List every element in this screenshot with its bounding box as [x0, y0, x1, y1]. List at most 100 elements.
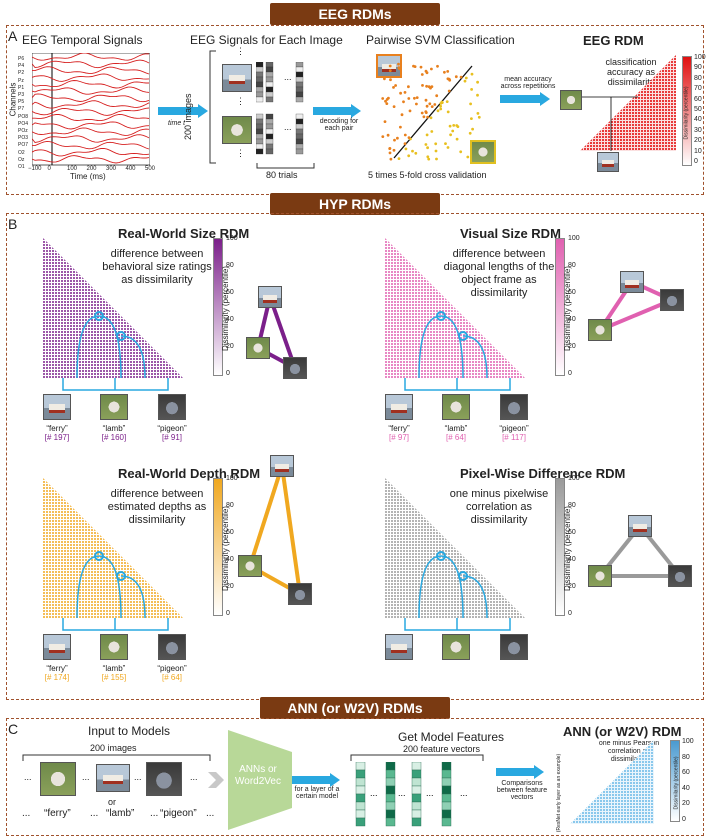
feature-cell: [411, 817, 422, 827]
feature-cell: [385, 801, 396, 811]
colorbar-tick: 0: [226, 610, 230, 617]
colorbar-tick: 10: [694, 147, 702, 155]
graph-node-1-lamb: [588, 319, 612, 341]
time-tick: 400: [125, 166, 136, 172]
svm-point: [448, 78, 452, 82]
time-tick: 500: [145, 166, 156, 172]
svm-point: [393, 138, 396, 142]
svm-point: [430, 130, 434, 133]
rdm-thumb-1-ferry: [385, 394, 413, 420]
rdm-title-0: Real-World Size RDM: [118, 226, 250, 241]
rdm-item-idx-2-2: [# 64]: [161, 673, 182, 682]
svm-point: [439, 107, 443, 111]
c-ferry-image: [96, 764, 130, 792]
svm-point: [477, 115, 481, 119]
input-title: Input to Models: [88, 724, 171, 738]
trial-cell: [295, 148, 304, 155]
colorbar-tick: 100: [682, 738, 694, 745]
svm-point: [388, 69, 392, 72]
svm-point: [468, 131, 472, 135]
feature-cell: [355, 762, 366, 771]
graph-edge: [268, 296, 297, 369]
eeg-rdm-triangle: [580, 55, 676, 151]
rdm-desc-0: difference between behavioral size ratin…: [102, 248, 212, 286]
rdm-item-idx-0-2: [# 91]: [161, 433, 182, 442]
svm-point: [424, 98, 428, 102]
svm-point: [386, 133, 390, 137]
svm-point: [440, 100, 444, 104]
c-word-ellipsis-3: ...: [150, 808, 159, 819]
svm-point: [424, 69, 428, 73]
colorbar-tick: 20: [226, 583, 234, 590]
mean-label: mean accuracy across repetitions: [500, 76, 556, 90]
rdm-triangle-2: [43, 478, 183, 631]
trial-strips: [256, 62, 304, 155]
colorbar-tick: 40: [694, 116, 702, 124]
svm-point: [471, 127, 474, 131]
svm-point: [413, 65, 417, 68]
colorbar-tick: 40: [568, 556, 576, 563]
svm-point: [452, 124, 456, 127]
svm-point: [388, 147, 392, 150]
feature-cell: [385, 793, 396, 803]
colorbar-tick: 0: [226, 370, 230, 377]
svm-point: [455, 124, 459, 127]
ellipsis-bottom: ⋮: [236, 148, 245, 158]
compare-label: Comparisons between feature vectors: [496, 780, 548, 801]
rdm-item-name-2-0: “ferry”: [46, 664, 68, 673]
features-count: 200 feature vectors: [403, 744, 481, 754]
c-ellipsis-1: ...: [24, 772, 32, 782]
svm-point: [446, 70, 450, 73]
ferry-image: [222, 64, 252, 92]
ann-rdm-title: ANN (or W2V) RDM: [563, 724, 682, 739]
c-word-ellipsis: ...: [22, 808, 31, 819]
svm-point: [385, 102, 389, 105]
rdm-triangle-1: [385, 238, 525, 391]
svm-point: [392, 86, 395, 89]
svm-point: [399, 125, 402, 129]
svm-point: [414, 151, 418, 155]
svm-point: [476, 93, 479, 97]
colorbar-tick: 100: [226, 475, 238, 482]
features-bracket: [350, 754, 484, 761]
eeg-temporal-title: EEG Temporal Signals: [22, 33, 143, 47]
layer-arrow: [292, 773, 340, 787]
svm-point: [470, 72, 474, 76]
svm-title: Pairwise SVM Classification: [366, 33, 515, 47]
ellipsis-top: ⋮: [236, 46, 245, 56]
eeg-trace: [32, 59, 150, 69]
svm-point: [425, 104, 429, 108]
colorbar-tick: 30: [694, 126, 702, 134]
channel-label: P5: [18, 99, 25, 106]
svm-point: [396, 136, 399, 140]
trial-ellipsis-1: ...: [284, 72, 292, 82]
c-ellipsis-3: ...: [134, 772, 142, 782]
feature-ellipsis: ...: [426, 788, 434, 798]
svm-point: [424, 110, 428, 113]
c-word-ferry: “ferry”: [44, 808, 71, 819]
feature-cell: [441, 777, 452, 787]
eeg-trace: [32, 80, 149, 89]
feature-ellipsis: ...: [370, 788, 378, 798]
colorbar-tick: 60: [226, 289, 234, 296]
svm-point: [404, 147, 408, 151]
colorbar-tick: 50: [694, 106, 702, 113]
svm-point: [436, 64, 439, 68]
rdm-item-idx-0-1: [# 160]: [101, 433, 127, 442]
svm-point: [383, 77, 386, 81]
ann-rdm-triangle: [570, 740, 654, 824]
trials-bracket: [256, 163, 315, 169]
ann-side-label: (ResNet early layer as an example): [556, 753, 563, 833]
svm-point: [399, 91, 402, 95]
svm-point: [449, 133, 452, 137]
rdm-thumb-1-pigeon: [500, 394, 528, 420]
rdm-item-idx-1-0: [# 97]: [388, 433, 409, 442]
svm-point: [425, 84, 428, 88]
svm-point: [434, 149, 438, 153]
svm-point: [388, 151, 392, 155]
svm-point: [459, 150, 463, 154]
svm-point: [459, 75, 463, 79]
svm-point: [445, 100, 449, 103]
colorbar-tick: 80: [226, 502, 234, 509]
c-ellipsis-2: ...: [82, 772, 90, 782]
